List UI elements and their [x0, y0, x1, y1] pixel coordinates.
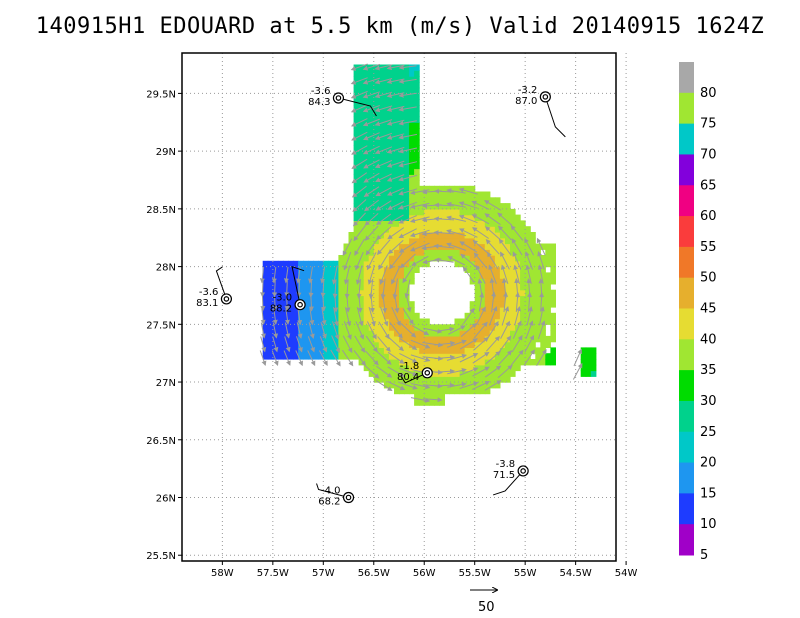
colorbar-label: 35	[700, 363, 717, 378]
colorbar-label: 20	[700, 456, 717, 471]
colorbar-segment	[679, 400, 694, 433]
dropsonde-station: -3.871.5	[492, 459, 529, 496]
axis-ticks: 58W 57.5W 57W 56.5W 56W 55.5W 55W 54.5W 54W 29.5N…	[146, 89, 637, 579]
colorbar-segment	[679, 277, 694, 309]
station-humidity: 84.3	[308, 97, 330, 108]
colorbar-label: 50	[700, 271, 717, 286]
dropsonde-station: -3.088.2	[270, 265, 306, 315]
colorbar-label: 15	[700, 486, 717, 501]
colorbar-segment	[679, 370, 694, 402]
colorbar-segment	[679, 308, 694, 340]
x-tick-label: 57W	[312, 568, 335, 579]
colorbar-segment	[679, 493, 694, 525]
station-marker	[421, 367, 433, 379]
wind-barb	[215, 266, 227, 300]
colorbar-label: 60	[700, 209, 717, 224]
colorbar-segment	[679, 216, 694, 248]
x-tick-label: 55.5W	[459, 568, 491, 579]
station-marker	[517, 465, 529, 477]
station-temperature: -3.0	[273, 293, 293, 304]
station-humidity: 68.2	[318, 497, 340, 508]
dropsonde-station: -4.068.2	[316, 483, 355, 508]
colorbar-segment	[679, 246, 694, 279]
colorbar-label: 25	[700, 425, 717, 440]
reference-vector: 50	[470, 590, 497, 615]
station-humidity: 71.5	[493, 470, 515, 481]
colorbar-label: 70	[700, 147, 717, 162]
y-tick-label: 26.5N	[146, 436, 176, 447]
station-temperature: -3.6	[311, 86, 331, 97]
dropsonde-station: -3.287.0	[515, 85, 566, 138]
wind-barb	[492, 470, 524, 496]
x-tick-label: 55W	[514, 568, 537, 579]
plot-title: 140915H1 EDOUARD at 5.5 km (m/s) Valid 2…	[35, 14, 765, 39]
station-humidity: 80.4	[397, 372, 419, 383]
y-tick-label: 28N	[156, 263, 176, 274]
wind-speed-field	[262, 64, 597, 406]
station-humidity: 88.2	[270, 304, 292, 315]
reference-vector-label: 50	[478, 600, 495, 615]
station-humidity: 87.0	[515, 96, 537, 107]
colorbar-label: 65	[700, 178, 717, 193]
station-temperature: -3.6	[199, 287, 219, 298]
station-humidity: 83.1	[196, 298, 218, 309]
colorbar-label: 30	[700, 394, 717, 409]
x-tick-label: 54.5W	[560, 568, 592, 579]
colorbar-label: 45	[700, 302, 717, 317]
wind-barb	[400, 372, 428, 384]
colorbar-label: 40	[700, 332, 717, 347]
dropsonde-station: -3.684.3	[308, 86, 377, 117]
y-tick-label: 26N	[156, 494, 176, 505]
colorbar-label: 55	[700, 240, 717, 255]
colorbar-label: 10	[700, 517, 717, 532]
colorbar-segment	[679, 462, 694, 494]
y-tick-label: 27N	[156, 378, 176, 389]
wind-barb	[291, 265, 305, 305]
colorbar-label: 80	[700, 86, 717, 101]
station-temperature: -3.2	[518, 85, 538, 96]
station-marker	[220, 293, 233, 305]
colorbar-segment	[679, 339, 694, 371]
y-tick-label: 28.5N	[146, 205, 176, 216]
y-tick-label: 27.5N	[146, 320, 176, 331]
station-temperature: -3.8	[496, 459, 516, 470]
wind-vectors	[259, 63, 583, 403]
colorbar-label: 75	[700, 117, 717, 132]
dropsonde-stations: -3.684.3-3.287.0-3.683.1 -3.088.2-1.880.4…	[196, 85, 566, 508]
colorbar-label: 5	[700, 548, 708, 563]
plot-frame	[181, 52, 617, 562]
wind-barb	[544, 96, 566, 138]
x-tick-label: 56W	[413, 568, 436, 579]
y-tick-label: 25.5N	[146, 551, 176, 562]
station-marker	[294, 299, 306, 311]
colorbar-segment	[679, 185, 694, 217]
station-marker	[342, 491, 355, 504]
y-tick-label: 29.5N	[146, 89, 176, 100]
x-tick-label: 56.5W	[358, 568, 390, 579]
station-marker	[539, 91, 551, 103]
colorbar-segment	[679, 62, 694, 94]
colorbar: 80 75 70 65 60 55 50 45 40 35 30 25 20 15 10 5	[679, 62, 717, 563]
colorbar-segment	[679, 123, 694, 155]
x-tick-label: 54W	[615, 568, 638, 579]
colorbar-segment	[679, 154, 694, 186]
station-temperature: -4.0	[321, 486, 341, 497]
y-tick-label: 29N	[156, 147, 176, 158]
wind-barb	[316, 483, 349, 498]
wind-barb	[338, 97, 377, 117]
station-marker	[332, 92, 345, 104]
colorbar-segment	[679, 92, 694, 125]
colorbar-segment	[679, 524, 694, 556]
dropsonde-station: -3.683.1	[196, 266, 233, 309]
x-tick-label: 57.5W	[257, 568, 289, 579]
dropsonde-station: -1.880.4	[397, 361, 433, 384]
x-tick-label: 58W	[211, 568, 234, 579]
colorbar-segment	[679, 431, 694, 464]
station-temperature: -1.8	[400, 361, 420, 372]
